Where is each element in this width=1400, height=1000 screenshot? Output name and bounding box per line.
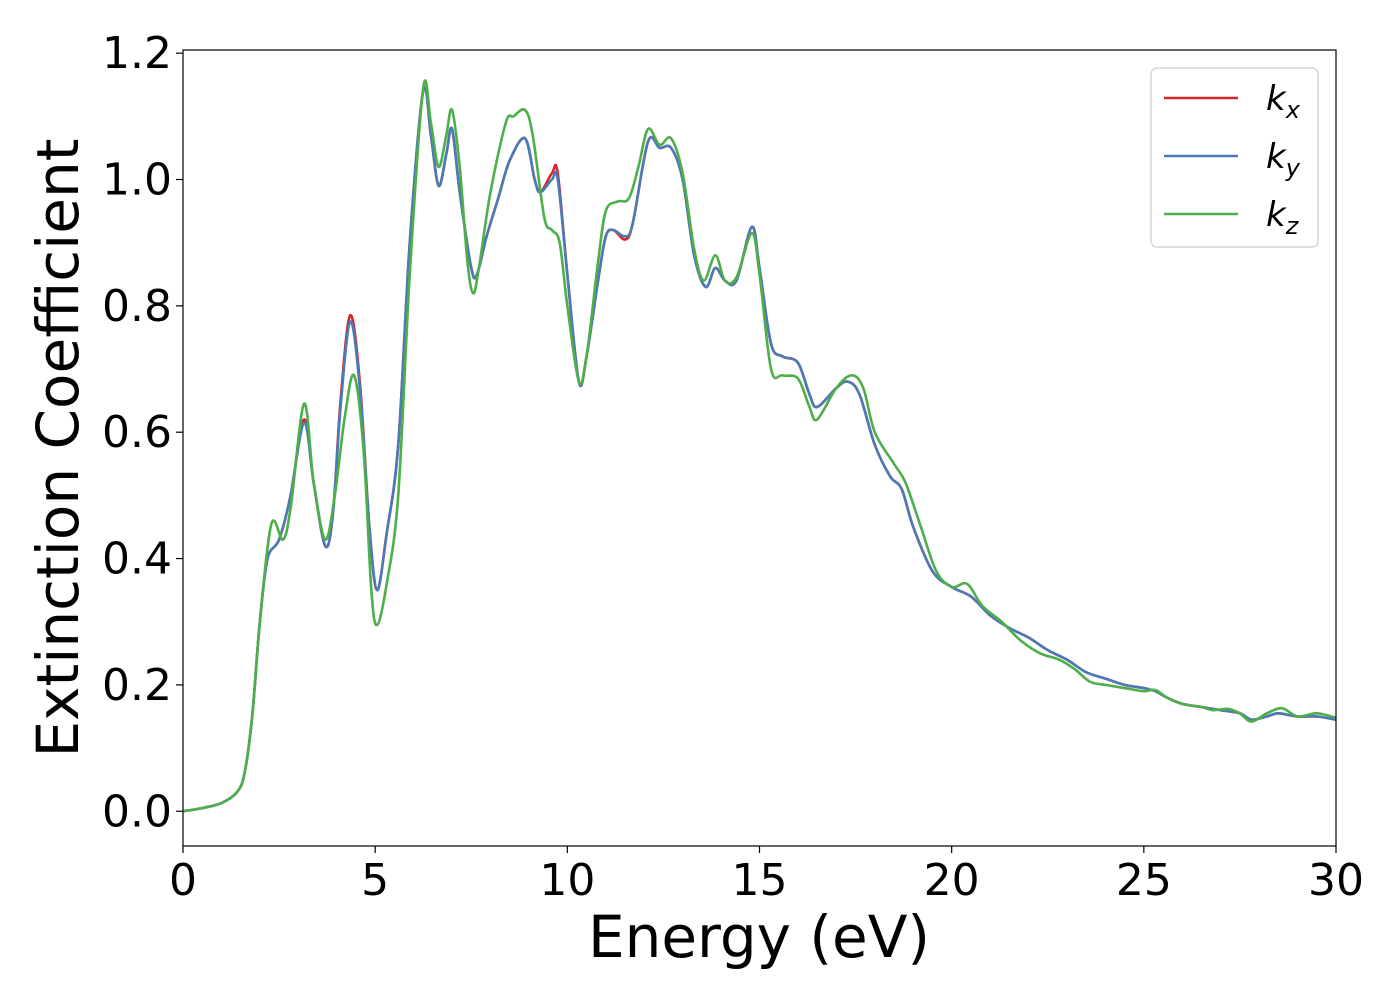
- y-axis-label: Extinction Coefficient: [24, 139, 92, 758]
- legend-label-kx: kx: [1266, 79, 1301, 124]
- legend-label-kz: kz: [1266, 195, 1300, 240]
- x-tick-label: 10: [539, 855, 595, 906]
- x-tick-label: 30: [1308, 855, 1364, 906]
- legend-box: [1150, 67, 1319, 248]
- y-tick-label: 1.0: [102, 155, 172, 206]
- x-axis: 0 5 10 15 20 25 30: [169, 846, 1364, 906]
- y-tick-label: 0.6: [102, 407, 172, 458]
- y-tick-label: 0.8: [102, 281, 172, 332]
- x-axis-label: Energy (eV): [588, 903, 930, 971]
- series-layer: [182, 79, 1337, 813]
- y-axis: 0.0 0.2 0.4 0.6 0.8 1.0 1.2: [102, 28, 183, 837]
- y-tick-label: 0.0: [102, 786, 172, 837]
- series-line-ky: [182, 86, 1337, 813]
- x-tick-label: 0: [169, 855, 197, 906]
- y-tick-label: 1.2: [102, 28, 172, 79]
- series-line-kz: [182, 79, 1337, 813]
- x-tick-label: 5: [361, 855, 389, 906]
- x-tick-label: 25: [1116, 855, 1172, 906]
- x-tick-label: 20: [924, 855, 980, 906]
- y-tick-label: 0.2: [102, 660, 172, 711]
- x-tick-label: 15: [732, 855, 788, 906]
- legend-label-ky: ky: [1266, 137, 1301, 182]
- legend: kx ky kz: [1150, 67, 1319, 248]
- y-tick-label: 0.4: [102, 534, 172, 585]
